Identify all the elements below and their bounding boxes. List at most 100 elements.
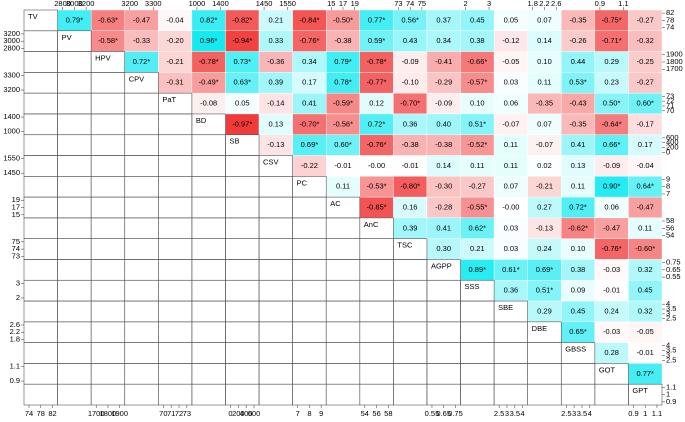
panel: [57, 155, 92, 177]
correlation-label: 0.16: [403, 202, 418, 211]
correlation-label: -0.59*: [333, 99, 353, 108]
x-tick-label: 82: [48, 409, 56, 418]
correlation-label: -0.05: [502, 57, 519, 66]
panel: [191, 155, 226, 177]
variable-label: BD: [196, 116, 207, 125]
y-tick-label: 3200: [3, 29, 20, 38]
y-tick-label: 3300: [3, 70, 20, 79]
y-tick-label: 3: [16, 278, 20, 287]
panel: [460, 321, 495, 343]
y-tick-label: 400: [666, 138, 679, 147]
panel: [158, 176, 193, 198]
correlation-label: 0.66*: [603, 140, 621, 149]
variable-label: AnC: [364, 220, 379, 229]
correlation-label: 0.51*: [536, 286, 554, 295]
panel: [57, 72, 92, 94]
x-tick-label: 78: [37, 409, 45, 418]
panel: [124, 259, 159, 281]
correlation-label: 0.29: [604, 57, 619, 66]
panel: [124, 363, 159, 385]
x-tick-label: 1700: [88, 409, 105, 418]
x-tick-label: 1.1: [652, 409, 662, 418]
y-tick-label: 1: [666, 390, 670, 399]
panel: [90, 300, 126, 323]
correlation-label: 0.78*: [334, 78, 352, 87]
x-tick-label: 1.8: [528, 0, 538, 8]
correlation-label: 0.79*: [66, 15, 84, 24]
variable-label-box: [193, 115, 218, 125]
correlation-label: -0.07: [502, 119, 519, 128]
x-tick-label: 58: [384, 409, 392, 418]
panel: [124, 321, 159, 343]
correlation-label: -0.30: [435, 182, 452, 191]
panel: [90, 196, 126, 219]
correlation-label: 0.36: [403, 119, 418, 128]
correlation-label: -0.09: [603, 161, 620, 170]
panel: [57, 279, 92, 302]
x-tick-label: 1: [643, 409, 647, 418]
panel: [325, 238, 361, 260]
variable-label-box: [328, 199, 352, 209]
x-tick-label: 2800: [54, 0, 71, 8]
panel: [57, 176, 92, 198]
panel: [90, 342, 126, 364]
panel: [23, 238, 58, 260]
y-tick-label: 72: [666, 96, 674, 105]
x-tick-label: 2: [463, 0, 467, 8]
panel: [359, 259, 394, 281]
panel: [258, 363, 293, 385]
correlation-label: 0.50*: [603, 99, 621, 108]
correlation-label: 0.89*: [469, 265, 487, 274]
correlation-label: 0.41: [302, 99, 317, 108]
variable-label: PC: [297, 178, 308, 187]
panel: [90, 363, 126, 385]
correlation-label: 0.05: [235, 99, 250, 108]
x-tick-label: 2.2: [539, 0, 549, 8]
variable-label-box: [227, 136, 251, 146]
panel: [90, 113, 126, 136]
correlation-label: 0.62*: [469, 223, 487, 232]
correlation-label: -0.70*: [299, 119, 319, 128]
variable-label-box: [26, 12, 50, 21]
panel: [225, 363, 260, 385]
panel: [191, 342, 226, 364]
x-tick-label: 70: [159, 409, 167, 418]
panel: [191, 300, 226, 323]
panel: [124, 238, 159, 260]
x-tick-label: 73: [183, 409, 191, 418]
panel: [258, 300, 293, 323]
x-tick-label: 3000: [66, 0, 83, 8]
correlation-label: -0.14: [267, 99, 284, 108]
x-tick-label: 3.5: [577, 409, 587, 418]
correlation-label: 0.11: [336, 182, 350, 191]
correlation-label: 0.10: [470, 99, 485, 108]
correlation-label: 0.45: [571, 306, 586, 315]
y-tick-label: 1400: [3, 112, 20, 121]
correlation-label: 0.33: [269, 36, 284, 45]
correlation-label: 0.59*: [368, 36, 386, 45]
panel: [23, 72, 58, 94]
correlation-label: 0.38: [571, 265, 586, 274]
correlation-label: -0.76*: [602, 244, 622, 253]
correlation-label: 0.60*: [636, 99, 654, 108]
y-tick-label: 0.9: [10, 376, 20, 385]
correlation-label: -0.64*: [602, 119, 622, 128]
panel: [225, 196, 260, 219]
correlation-label: -0.84*: [299, 15, 319, 24]
correlation-label: -0.38: [402, 140, 419, 149]
correlation-label: -0.03: [603, 327, 620, 336]
panel: [258, 342, 293, 364]
panel: [292, 279, 327, 302]
panel: [225, 217, 260, 239]
panel: [57, 51, 92, 73]
panel: [325, 363, 361, 385]
correlation-label: 0.56*: [401, 15, 419, 24]
panel: [90, 155, 126, 177]
y-tick-label: 2.6: [10, 320, 20, 329]
panel: [23, 155, 58, 177]
correlation-label: -0.33: [133, 36, 150, 45]
correlation-label: -0.09: [435, 99, 452, 108]
correlation-label: -0.53*: [367, 182, 387, 191]
panel: [191, 217, 226, 239]
y-tick-label: 2800: [3, 43, 20, 52]
